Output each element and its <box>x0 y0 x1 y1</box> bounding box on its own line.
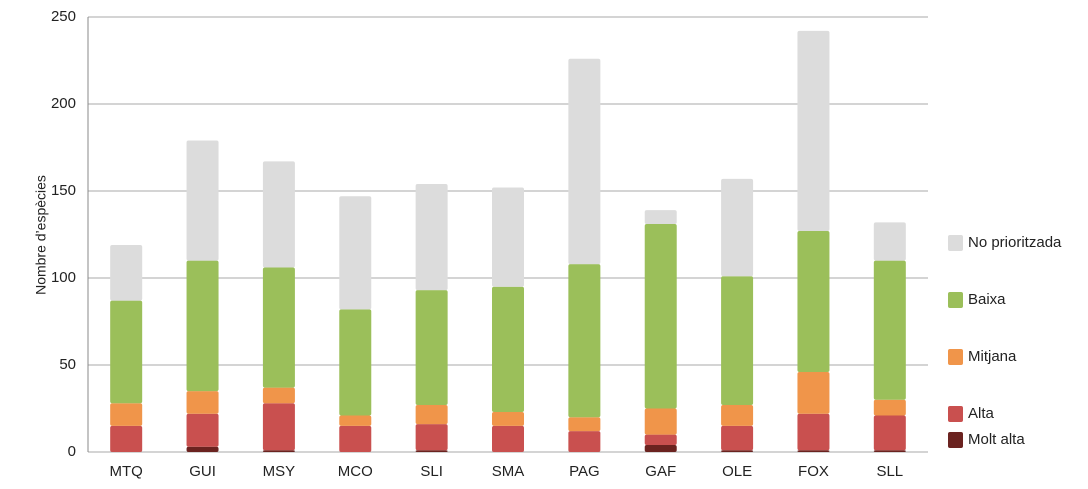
bar-segment <box>721 450 753 452</box>
legend-swatch <box>948 432 963 448</box>
x-tick-label: GAF <box>645 463 676 480</box>
bar-segment <box>721 276 753 405</box>
legend-label: Baixa <box>968 291 1006 308</box>
bar-segment <box>797 450 829 452</box>
x-tick-label: SLL <box>876 463 903 480</box>
y-tick-label: 200 <box>51 95 76 112</box>
bar-segment <box>416 450 448 452</box>
bar-segment <box>645 445 677 452</box>
bar-segment <box>797 231 829 372</box>
y-axis-label: Nombre d’espècies <box>33 175 49 295</box>
x-tick-label: MCO <box>338 463 373 480</box>
bar-segment <box>187 391 219 414</box>
bar-segment <box>874 415 906 450</box>
bar-segment <box>492 412 524 426</box>
bar-segment <box>416 405 448 424</box>
bar-segment <box>110 301 142 404</box>
bar-segment <box>187 414 219 447</box>
bar-segment <box>416 290 448 405</box>
bar-segment <box>568 417 600 431</box>
bar-segment <box>187 261 219 392</box>
bar-segment <box>721 405 753 426</box>
y-tick-label: 250 <box>51 8 76 25</box>
bar-segment <box>339 196 371 309</box>
bar-segment <box>797 31 829 231</box>
x-tick-label: GUI <box>189 463 216 480</box>
bar-segment <box>645 224 677 408</box>
bar-segment <box>874 450 906 452</box>
x-tick-label: FOX <box>798 463 829 480</box>
bar-segment <box>416 184 448 290</box>
y-tick-label: 50 <box>59 356 76 373</box>
bar-segment <box>339 309 371 415</box>
bar-segment <box>416 424 448 450</box>
y-tick-label: 150 <box>51 182 76 199</box>
bar-segment <box>263 403 295 450</box>
legend-label: Molt alta <box>968 431 1025 448</box>
bar-segment <box>874 222 906 260</box>
bar-segment <box>874 400 906 416</box>
bar-segment <box>645 435 677 445</box>
legend-label: No prioritzada <box>968 234 1062 251</box>
bar-segment <box>263 450 295 452</box>
bar-segment <box>339 415 371 425</box>
x-tick-label: OLE <box>722 463 752 480</box>
y-tick-label: 0 <box>68 443 76 460</box>
x-tick-label: MSY <box>263 463 296 480</box>
bar-segment <box>874 261 906 400</box>
x-tick-label: SLI <box>420 463 443 480</box>
bar-segment <box>568 264 600 417</box>
bar-segment <box>187 447 219 452</box>
bar-segment <box>797 372 829 414</box>
bar-segment <box>721 179 753 276</box>
bar-segment <box>110 245 142 301</box>
y-tick-label: 100 <box>51 269 76 286</box>
bar-segment <box>492 287 524 412</box>
bar-segment <box>721 426 753 450</box>
bar-segment <box>263 161 295 267</box>
bar-segment <box>568 59 600 264</box>
bar-segment <box>645 210 677 224</box>
x-tick-label: MTQ <box>110 463 143 480</box>
bar-segment <box>187 141 219 261</box>
legend-swatch <box>948 406 963 422</box>
bar-segment <box>492 188 524 287</box>
bar-segment <box>645 409 677 435</box>
legend-swatch <box>948 235 963 251</box>
legend-swatch <box>948 292 963 308</box>
bar-segment <box>797 414 829 451</box>
bar-segment <box>568 431 600 452</box>
bar-segment <box>263 268 295 388</box>
legend-label: Mitjana <box>968 348 1017 365</box>
legend-swatch <box>948 349 963 365</box>
bar-segment <box>339 426 371 452</box>
bar-segment <box>110 403 142 426</box>
bar-segment <box>110 426 142 452</box>
bar-segment <box>263 388 295 404</box>
x-tick-label: PAG <box>569 463 600 480</box>
x-tick-label: SMA <box>492 463 525 480</box>
chart: Nombre d’espècies 0 50 100 150 200 250 MTQ GUI M… <box>0 0 1088 484</box>
bar-segment <box>492 426 524 452</box>
legend-label: Alta <box>968 405 995 422</box>
